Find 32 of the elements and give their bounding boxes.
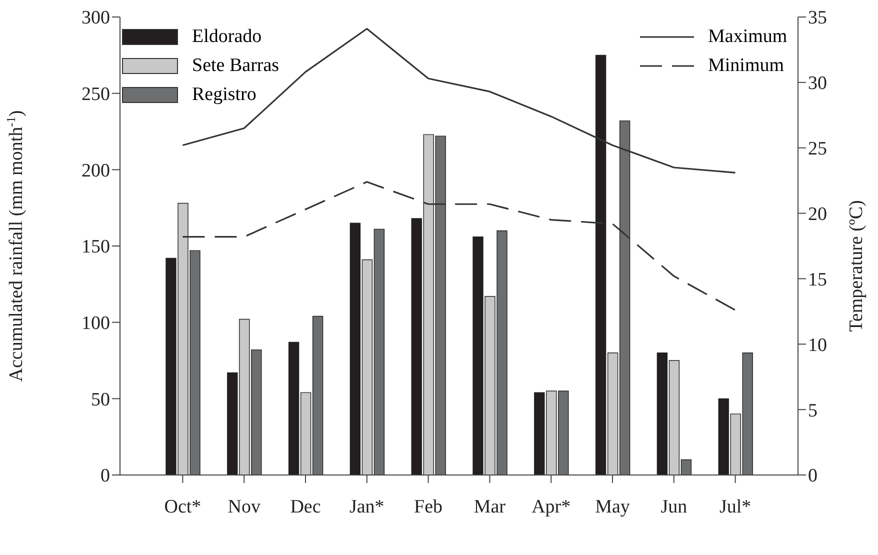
y2-tick-label: 10 <box>808 334 827 356</box>
legend-label: Minimum <box>708 54 784 76</box>
x-tick-label: Dec <box>290 496 321 518</box>
y2-tick-label: 15 <box>808 269 827 290</box>
y-tick-label: 100 <box>82 313 110 334</box>
x-tick-label: Nov <box>228 496 261 518</box>
y2-tick-label: 0 <box>808 466 818 487</box>
y-tick-label: 0 <box>100 466 110 487</box>
y2-tick-label: 20 <box>808 204 827 226</box>
x-tick-label: Jun <box>660 496 688 518</box>
x-tick-label: Jul* <box>719 496 752 518</box>
line-series <box>182 181 736 311</box>
x-tick-label: Mar <box>474 496 506 518</box>
x-tick-label: Apr* <box>532 496 571 518</box>
legend-label: Eldorado <box>192 26 262 48</box>
x-tick-label: Feb <box>414 496 443 518</box>
y-tick-label: 50 <box>91 389 110 410</box>
y-tick-label: 250 <box>82 84 110 106</box>
legend-label: Maximum <box>708 26 788 48</box>
y-tick-label: 200 <box>82 160 110 182</box>
legend-label: Sete Barras <box>192 54 280 76</box>
x-tick-label: May <box>595 496 630 518</box>
y2-tick-label: 35 <box>808 8 827 29</box>
y2-tick-label: 25 <box>808 138 827 160</box>
y-tick-label: 150 <box>82 236 110 258</box>
x-tick-label: Jan* <box>349 496 384 518</box>
y2-tick-label: 30 <box>808 73 827 94</box>
legend-label: Registro <box>192 84 256 106</box>
x-tick-label: Oct* <box>164 496 202 518</box>
y2-axis-title: Temperature (ºC) <box>846 200 867 332</box>
y-tick-label: 300 <box>82 8 110 29</box>
y2-tick-label: 5 <box>808 400 818 422</box>
